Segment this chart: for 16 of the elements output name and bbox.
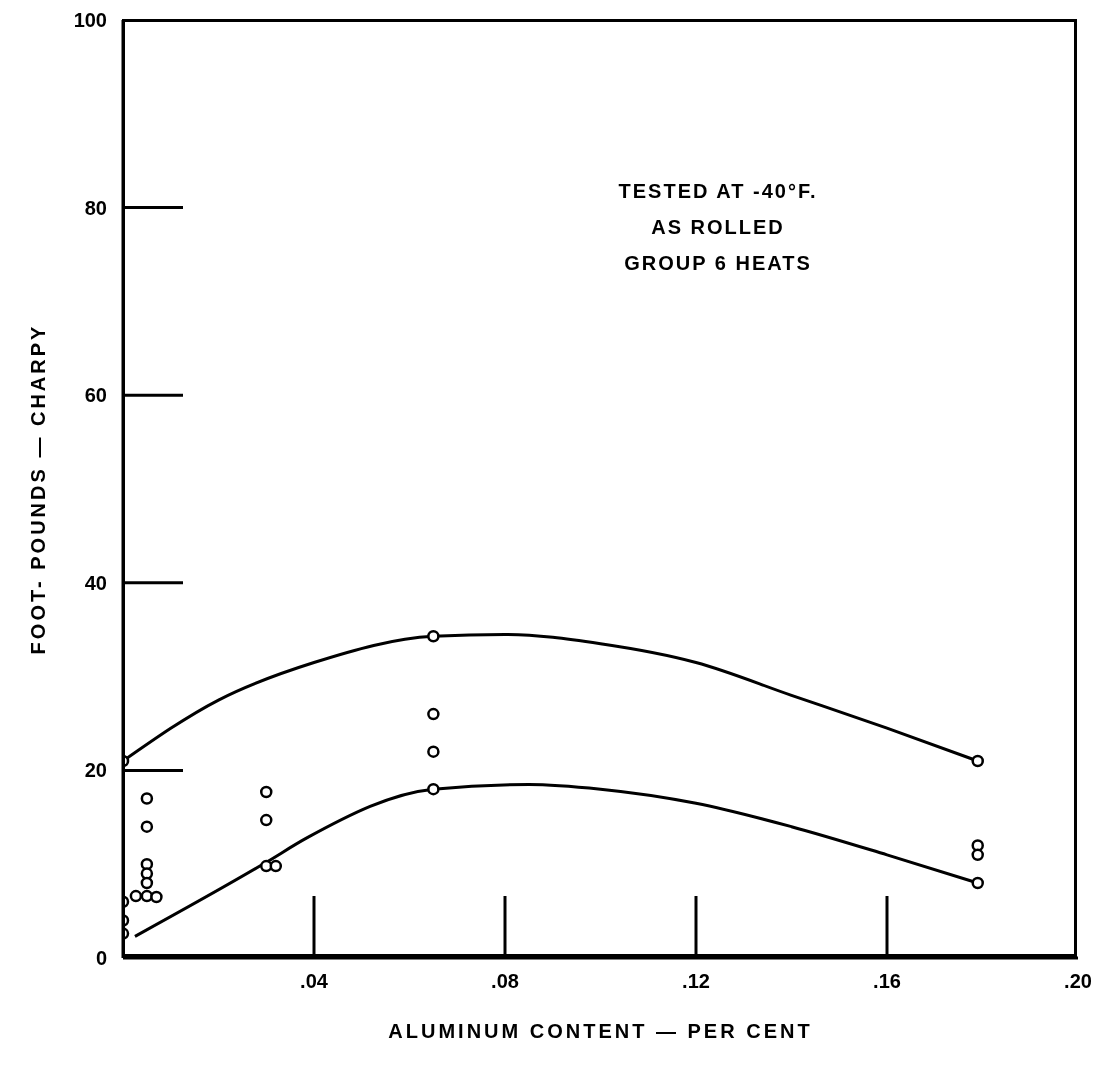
- y-tick-label: 40: [84, 571, 107, 594]
- y-tick-label: 80: [84, 196, 107, 219]
- y-tick-label: 20: [84, 759, 107, 782]
- x-tick-label: .08: [491, 970, 519, 992]
- x-tick-label: .16: [873, 970, 901, 992]
- y-tick-label: 60: [84, 384, 107, 407]
- y-axis-title: FOOT- POUNDS — CHARPY: [27, 323, 50, 655]
- x-tick-label: .12: [682, 970, 710, 992]
- annotation: AS ROLLED: [650, 215, 786, 240]
- x-tick-label: .04: [300, 970, 329, 992]
- x-axis-title: ALUMINUM CONTENT — PER CENT: [388, 1020, 813, 1042]
- annotation: GROUP 6 HEATS: [623, 251, 813, 276]
- x-tick-label: .20: [1064, 970, 1092, 992]
- y-tick-label: 0: [95, 947, 107, 969]
- annotation: TESTED AT -40°F.: [617, 179, 819, 204]
- y-tick-label: 100: [73, 9, 107, 31]
